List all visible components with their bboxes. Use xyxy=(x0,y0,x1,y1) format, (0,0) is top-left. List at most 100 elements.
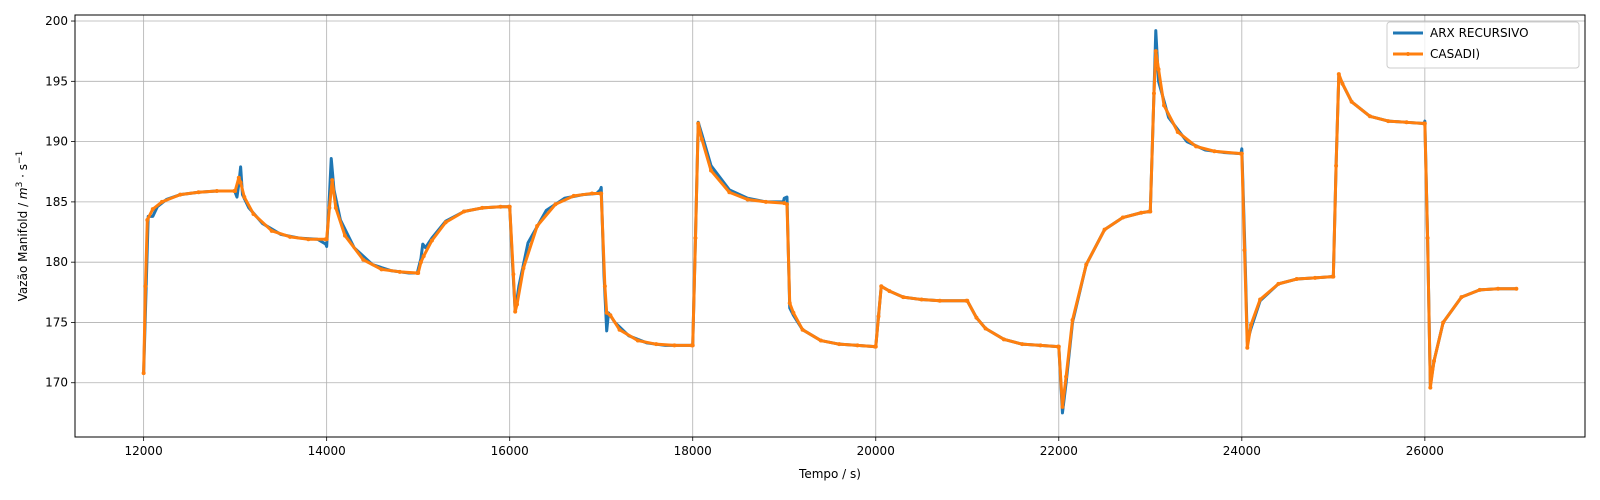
series-marker xyxy=(196,190,201,195)
series-marker xyxy=(1242,248,1247,253)
series-marker xyxy=(1245,345,1250,350)
series-marker xyxy=(461,209,466,214)
x-tick-label: 18000 xyxy=(674,444,712,458)
series-marker xyxy=(361,257,366,262)
x-tick-label: 14000 xyxy=(308,444,346,458)
series-marker xyxy=(498,204,503,209)
y-axis-label: Vazão Manifold / m3 · s−1 xyxy=(15,151,30,302)
series-marker xyxy=(1038,343,1043,348)
y-tick-label: 185 xyxy=(45,195,68,209)
series-marker xyxy=(690,343,695,348)
series-marker xyxy=(1162,103,1167,108)
series-marker xyxy=(141,371,146,376)
series-marker xyxy=(1194,144,1199,149)
series-marker xyxy=(306,237,311,242)
series-marker xyxy=(1156,67,1161,72)
series-marker xyxy=(787,301,792,306)
series-marker xyxy=(709,168,714,173)
series-marker xyxy=(818,338,823,343)
legend-box xyxy=(1386,21,1580,69)
series-marker xyxy=(327,205,332,210)
series-marker xyxy=(901,295,906,300)
series-marker xyxy=(178,192,183,197)
series-marker xyxy=(617,327,622,332)
y-axis-label-base: m xyxy=(16,187,30,199)
tick-labels: 12000 14000 16000 18000 20000 22000 24000 26000… xyxy=(45,14,1444,458)
series-marker xyxy=(1175,129,1180,134)
series-marker xyxy=(1248,322,1253,327)
series-marker xyxy=(1001,337,1006,342)
x-axis-label: Tempo / s) xyxy=(798,467,861,481)
x-tick-label: 12000 xyxy=(125,444,163,458)
series-marker xyxy=(1258,297,1263,302)
series-marker xyxy=(1432,359,1436,364)
series-marker xyxy=(608,313,613,318)
series-marker xyxy=(983,326,988,331)
series-marker xyxy=(1294,277,1299,282)
series-marker xyxy=(879,284,884,289)
series-marker xyxy=(1477,287,1482,292)
series-layer xyxy=(141,29,1519,415)
series-marker xyxy=(1313,275,1318,280)
series-marker xyxy=(1153,49,1158,54)
series-marker xyxy=(242,195,247,200)
y-tick-label: 195 xyxy=(45,74,68,88)
series-marker xyxy=(602,284,607,289)
series-marker xyxy=(342,233,347,238)
series-marker xyxy=(974,315,979,320)
series-marker xyxy=(251,211,256,216)
series-marker xyxy=(1070,318,1075,323)
series-marker xyxy=(672,343,677,348)
series-marker xyxy=(1367,114,1372,119)
y-axis-label-exp2: −1 xyxy=(15,151,25,164)
series-marker xyxy=(214,189,219,194)
series-marker xyxy=(1340,81,1345,86)
y-tick-label: 190 xyxy=(45,135,68,149)
series-marker xyxy=(324,237,329,242)
series-marker xyxy=(330,178,335,183)
series-marker xyxy=(143,284,148,289)
series-marker xyxy=(763,199,768,204)
series-marker xyxy=(745,197,750,202)
series-marker xyxy=(1276,281,1281,286)
series-marker xyxy=(800,327,805,332)
series-marker xyxy=(727,190,732,195)
series-markers-1 xyxy=(141,49,1519,409)
series-marker xyxy=(269,228,274,233)
series-marker xyxy=(1084,262,1089,267)
series-marker xyxy=(513,309,518,314)
series-marker xyxy=(480,205,485,210)
series-marker xyxy=(791,310,796,315)
legend: ARX RECURSIVO CASADI) xyxy=(1386,21,1580,69)
series-marker xyxy=(1120,215,1125,220)
series-marker xyxy=(1331,274,1336,279)
series-marker xyxy=(1064,374,1069,379)
series-marker xyxy=(1496,286,1501,291)
series-marker xyxy=(418,260,423,265)
series-marker xyxy=(521,266,526,271)
series-marker xyxy=(236,175,241,180)
series-marker xyxy=(379,267,384,272)
series-marker xyxy=(421,254,426,259)
x-tick-label: 20000 xyxy=(857,444,895,458)
series-marker xyxy=(693,236,698,241)
series-line-1 xyxy=(142,49,1518,409)
series-marker xyxy=(238,180,243,185)
series-marker xyxy=(553,202,558,207)
series-marker xyxy=(1139,210,1144,215)
series-marker xyxy=(507,204,512,209)
legend-label-arx: ARX RECURSIVO xyxy=(1430,26,1529,40)
series-marker xyxy=(1056,344,1061,349)
series-marker xyxy=(855,343,860,348)
plot-frame xyxy=(74,14,1586,438)
series-marker xyxy=(965,298,970,303)
series-marker xyxy=(654,342,659,347)
series-marker xyxy=(1151,91,1156,96)
y-tick-label: 180 xyxy=(45,255,68,269)
x-tick-label: 22000 xyxy=(1040,444,1078,458)
grid xyxy=(75,15,1585,437)
series-marker xyxy=(1514,286,1519,291)
series-marker xyxy=(233,189,238,194)
